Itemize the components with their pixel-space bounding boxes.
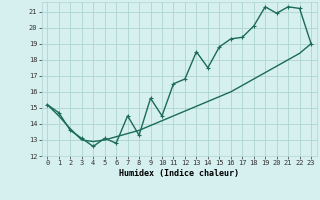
X-axis label: Humidex (Indice chaleur): Humidex (Indice chaleur) [119, 169, 239, 178]
